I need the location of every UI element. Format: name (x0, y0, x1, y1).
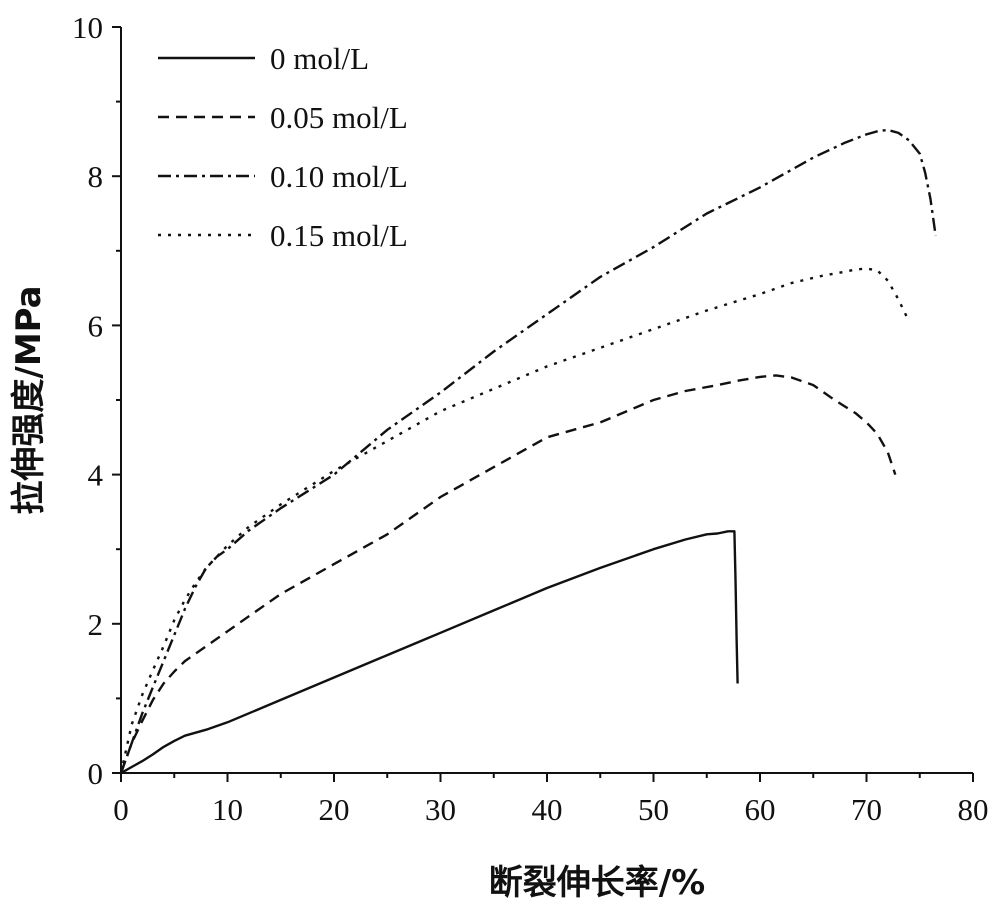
x-tick-label: 10 (212, 792, 243, 827)
legend-label-2: 0.10 mol/L (270, 159, 408, 194)
legend-label-0: 0 mol/L (270, 41, 369, 76)
ticks: 0 10 20 30 40 50 60 70 80 0 2 4 6 8 10 (72, 10, 989, 827)
x-tick-label: 70 (851, 792, 882, 827)
x-tick-label: 80 (958, 792, 989, 827)
y-tick-label: 6 (88, 308, 104, 343)
x-tick-label: 20 (319, 792, 350, 827)
y-tick-label: 8 (88, 159, 104, 194)
series-group (119, 128, 937, 775)
x-tick-label: 0 (113, 792, 129, 827)
x-tick-label: 50 (638, 792, 669, 827)
y-tick-label: 10 (72, 10, 103, 45)
x-tick-label: 60 (745, 792, 776, 827)
y-tick-label: 0 (88, 756, 104, 791)
series-line-2 (119, 128, 937, 774)
y-tick-label: 4 (88, 458, 104, 493)
series-line-0 (120, 530, 739, 775)
y-axis-title: 拉伸强度/MPa (9, 285, 49, 514)
x-tick-label: 40 (532, 792, 563, 827)
x-axis-title: 断裂伸长率/% (489, 863, 705, 903)
x-tick-label: 30 (425, 792, 456, 827)
legend-label-1: 0.05 mol/L (270, 100, 408, 135)
legend: 0 mol/L 0.05 mol/L 0.10 mol/L 0.15 mol/L (158, 41, 408, 253)
y-tick-label: 2 (88, 607, 104, 642)
series-line-1 (119, 374, 897, 774)
series-line-3 (119, 267, 911, 774)
axes (120, 27, 973, 774)
legend-label-3: 0.15 mol/L (270, 218, 408, 253)
